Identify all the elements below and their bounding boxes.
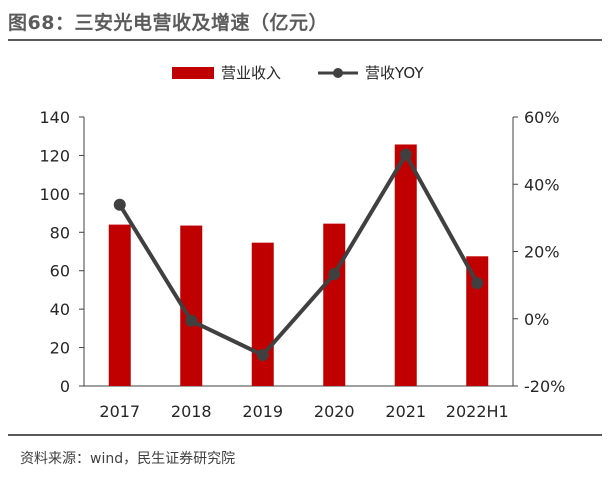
x-tick-label: 2017 bbox=[99, 402, 140, 421]
y-right-tick-label: 20% bbox=[524, 243, 560, 262]
x-tick-label: 2018 bbox=[171, 402, 212, 421]
yoy-point-2017 bbox=[113, 198, 126, 211]
y-left-tick-label: 0 bbox=[60, 377, 70, 396]
y-right-tick-label: 40% bbox=[524, 175, 560, 194]
y-left-tick-label: 20 bbox=[50, 339, 70, 358]
y-left-tick-label: 140 bbox=[39, 108, 70, 127]
yoy-point-2020 bbox=[328, 268, 341, 281]
bar-series-revenue bbox=[108, 144, 489, 386]
yoy-point-2019 bbox=[256, 349, 269, 362]
bar-2018 bbox=[180, 225, 203, 386]
source-note: 资料来源：wind，民生证券研究院 bbox=[20, 451, 236, 467]
y-left-tick-label: 100 bbox=[39, 185, 70, 204]
line-series-yoy bbox=[113, 148, 484, 362]
yoy-point-2021 bbox=[399, 148, 412, 161]
legend-line-label: 营收YOY bbox=[365, 64, 424, 82]
chart-legend: 营业收入 营收YOY bbox=[172, 64, 424, 82]
bar-2019 bbox=[251, 242, 274, 386]
legend-bar-swatch bbox=[172, 67, 214, 79]
y-left-tick-label: 80 bbox=[50, 223, 70, 242]
bar-2022H1 bbox=[466, 256, 489, 386]
legend-line-marker bbox=[333, 68, 343, 78]
yoy-line bbox=[118, 152, 479, 358]
legend-bar-label: 营业收入 bbox=[221, 64, 281, 82]
yoy-point-2022H1 bbox=[471, 277, 484, 290]
chart-axes: 0 20 40 60 80 100 120 140 -20% 0% 20% 40% 60% bbox=[39, 108, 565, 396]
source-divider bbox=[8, 434, 602, 436]
y-left-tick-label: 120 bbox=[39, 146, 70, 165]
page-title: 图68：三安光电营收及增速（亿元） bbox=[8, 12, 328, 34]
x-tick-labels: 2017 2018 2019 2020 2021 2022H1 bbox=[99, 402, 508, 421]
y-right-tick-label: 60% bbox=[524, 108, 560, 127]
bar-2017 bbox=[108, 224, 131, 386]
x-tick-label: 2020 bbox=[314, 402, 355, 421]
title-divider bbox=[8, 39, 602, 41]
y-right-tick-label: -20% bbox=[524, 377, 565, 396]
y-left-tick-label: 60 bbox=[50, 262, 70, 281]
bar-2021 bbox=[394, 144, 417, 386]
y-left-tick-label: 40 bbox=[50, 300, 70, 319]
y-right-tick-label: 0% bbox=[524, 310, 549, 329]
x-tick-label: 2019 bbox=[242, 402, 283, 421]
yoy-point-2018 bbox=[185, 314, 198, 327]
x-tick-label: 2021 bbox=[385, 402, 426, 421]
x-tick-label: 2022H1 bbox=[446, 402, 509, 421]
bar-2020 bbox=[323, 223, 346, 386]
